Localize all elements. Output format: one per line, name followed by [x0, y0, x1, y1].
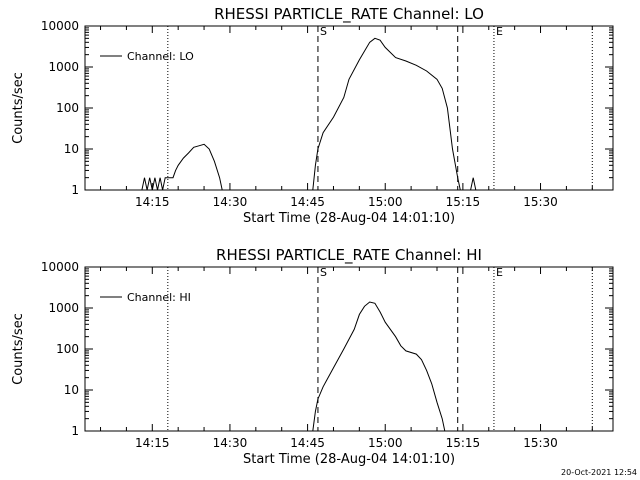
- hi-x-tick-label: 15:30: [523, 436, 558, 450]
- hi-y-tick-label: 10000: [41, 260, 79, 274]
- lo-x-tick-label: 14:30: [213, 195, 248, 209]
- hi-y-tick-label: 10: [64, 383, 79, 397]
- lo-y-tick-label: 10000: [41, 19, 79, 33]
- lo-marker-label-end: E: [496, 25, 503, 38]
- hi-y-tick-label: 100: [56, 342, 79, 356]
- lo-chart-title: RHESSI PARTICLE_RATE Channel: LO: [214, 5, 484, 24]
- lo-x-tick-label: 15:30: [523, 195, 558, 209]
- hi-marker-label-end: E: [496, 266, 503, 279]
- hi-y-tick-label: 1000: [48, 301, 79, 315]
- lo-y-tick-label: 100: [56, 101, 79, 115]
- lo-series-line: [141, 37, 477, 191]
- lo-x-axis-label: Start Time (28-Aug-04 14:01:10): [243, 211, 455, 226]
- lo-x-tick-label: 14:15: [135, 195, 170, 209]
- hi-legend-label: Channel: HI: [127, 291, 191, 304]
- hi-x-tick-label: 14:45: [290, 436, 325, 450]
- hi-series-line: [312, 301, 446, 432]
- hi-marker-label-start: S: [320, 266, 327, 279]
- lo-y-tick-label: 1000: [48, 60, 79, 74]
- lo-y-tick-label: 10: [64, 142, 79, 156]
- lo-y-axis-label: Counts/sec: [11, 72, 26, 144]
- plot-timestamp: 20-Oct-2021 12:54: [561, 468, 637, 477]
- lo-legend-label: Channel: LO: [127, 50, 194, 63]
- hi-x-tick-label: 15:15: [446, 436, 481, 450]
- lo-y-tick-label: 1: [71, 183, 79, 197]
- lo-marker-label-start: S: [320, 25, 327, 38]
- hi-x-tick-label: 14:30: [213, 436, 248, 450]
- hi-y-tick-label: 1: [71, 424, 79, 438]
- hi-channel-panel: RHESSI PARTICLE_RATE Channel: HI Start T…: [11, 246, 614, 467]
- lo-x-tick-label: 14:45: [290, 195, 325, 209]
- hi-x-axis-label: Start Time (28-Aug-04 14:01:10): [243, 452, 455, 467]
- hi-x-tick-label: 14:15: [135, 436, 170, 450]
- hi-chart-title: RHESSI PARTICLE_RATE Channel: HI: [216, 246, 482, 265]
- lo-x-tick-label: 15:15: [446, 195, 481, 209]
- hi-y-axis-label: Counts/sec: [11, 313, 26, 385]
- lo-channel-panel: RHESSI PARTICLE_RATE Channel: LO Start T…: [11, 5, 614, 226]
- lo-x-tick-label: 15:00: [368, 195, 403, 209]
- hi-x-tick-label: 15:00: [368, 436, 403, 450]
